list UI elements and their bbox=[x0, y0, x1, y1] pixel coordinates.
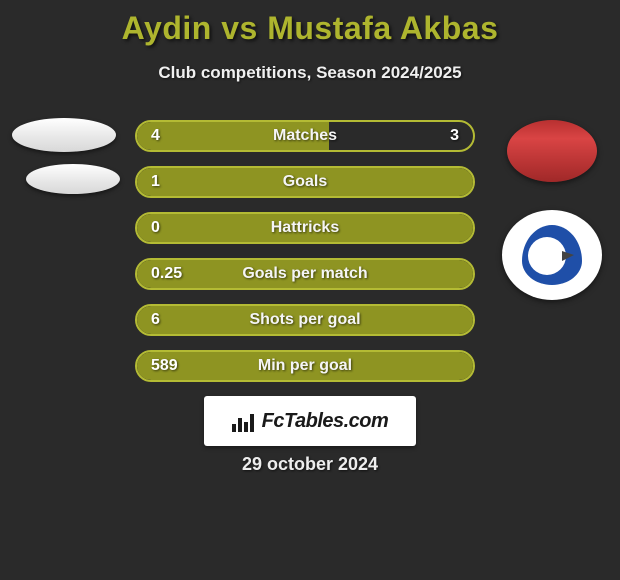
stat-label: Matches bbox=[137, 127, 473, 145]
stat-label: Goals bbox=[137, 173, 473, 191]
brand-chart-icon bbox=[232, 410, 256, 432]
stat-bar: 4Matches3 bbox=[135, 120, 475, 152]
club-logo-icon bbox=[502, 210, 602, 300]
stats-list: 4Matches3 1Goals 0Hattricks 0.25Goals per m… bbox=[135, 120, 475, 382]
stat-bar: 0.25Goals per match bbox=[135, 258, 475, 290]
stat-label: Hattricks bbox=[137, 219, 473, 237]
club-wing-icon bbox=[528, 237, 566, 275]
brand-badge[interactable]: FcTables.com bbox=[204, 396, 416, 446]
stat-bar: 1Goals bbox=[135, 166, 475, 198]
right-avatars-column bbox=[502, 120, 602, 300]
comparison-card: Aydin vs Mustafa Akbas Club competitions… bbox=[0, 0, 620, 580]
player2-placeholder-icon bbox=[26, 164, 120, 194]
stat-label: Min per goal bbox=[137, 357, 473, 375]
stat-bar: 0Hattricks bbox=[135, 212, 475, 244]
brand-text: FcTables.com bbox=[262, 410, 389, 433]
player1-placeholder-icon bbox=[12, 118, 116, 152]
player-photo-icon bbox=[507, 120, 597, 182]
club-shield-icon bbox=[522, 225, 582, 285]
stat-bar: 589Min per goal bbox=[135, 350, 475, 382]
stat-label: Goals per match bbox=[137, 265, 473, 283]
stat-bar: 6Shots per goal bbox=[135, 304, 475, 336]
stat-label: Shots per goal bbox=[137, 311, 473, 329]
club-beak-icon bbox=[562, 251, 574, 261]
subtitle: Club competitions, Season 2024/2025 bbox=[0, 63, 620, 83]
page-title: Aydin vs Mustafa Akbas bbox=[0, 0, 620, 47]
date-label: 29 october 2024 bbox=[0, 454, 620, 475]
stat-right-value: 3 bbox=[450, 127, 459, 145]
left-avatars-column bbox=[8, 118, 120, 194]
